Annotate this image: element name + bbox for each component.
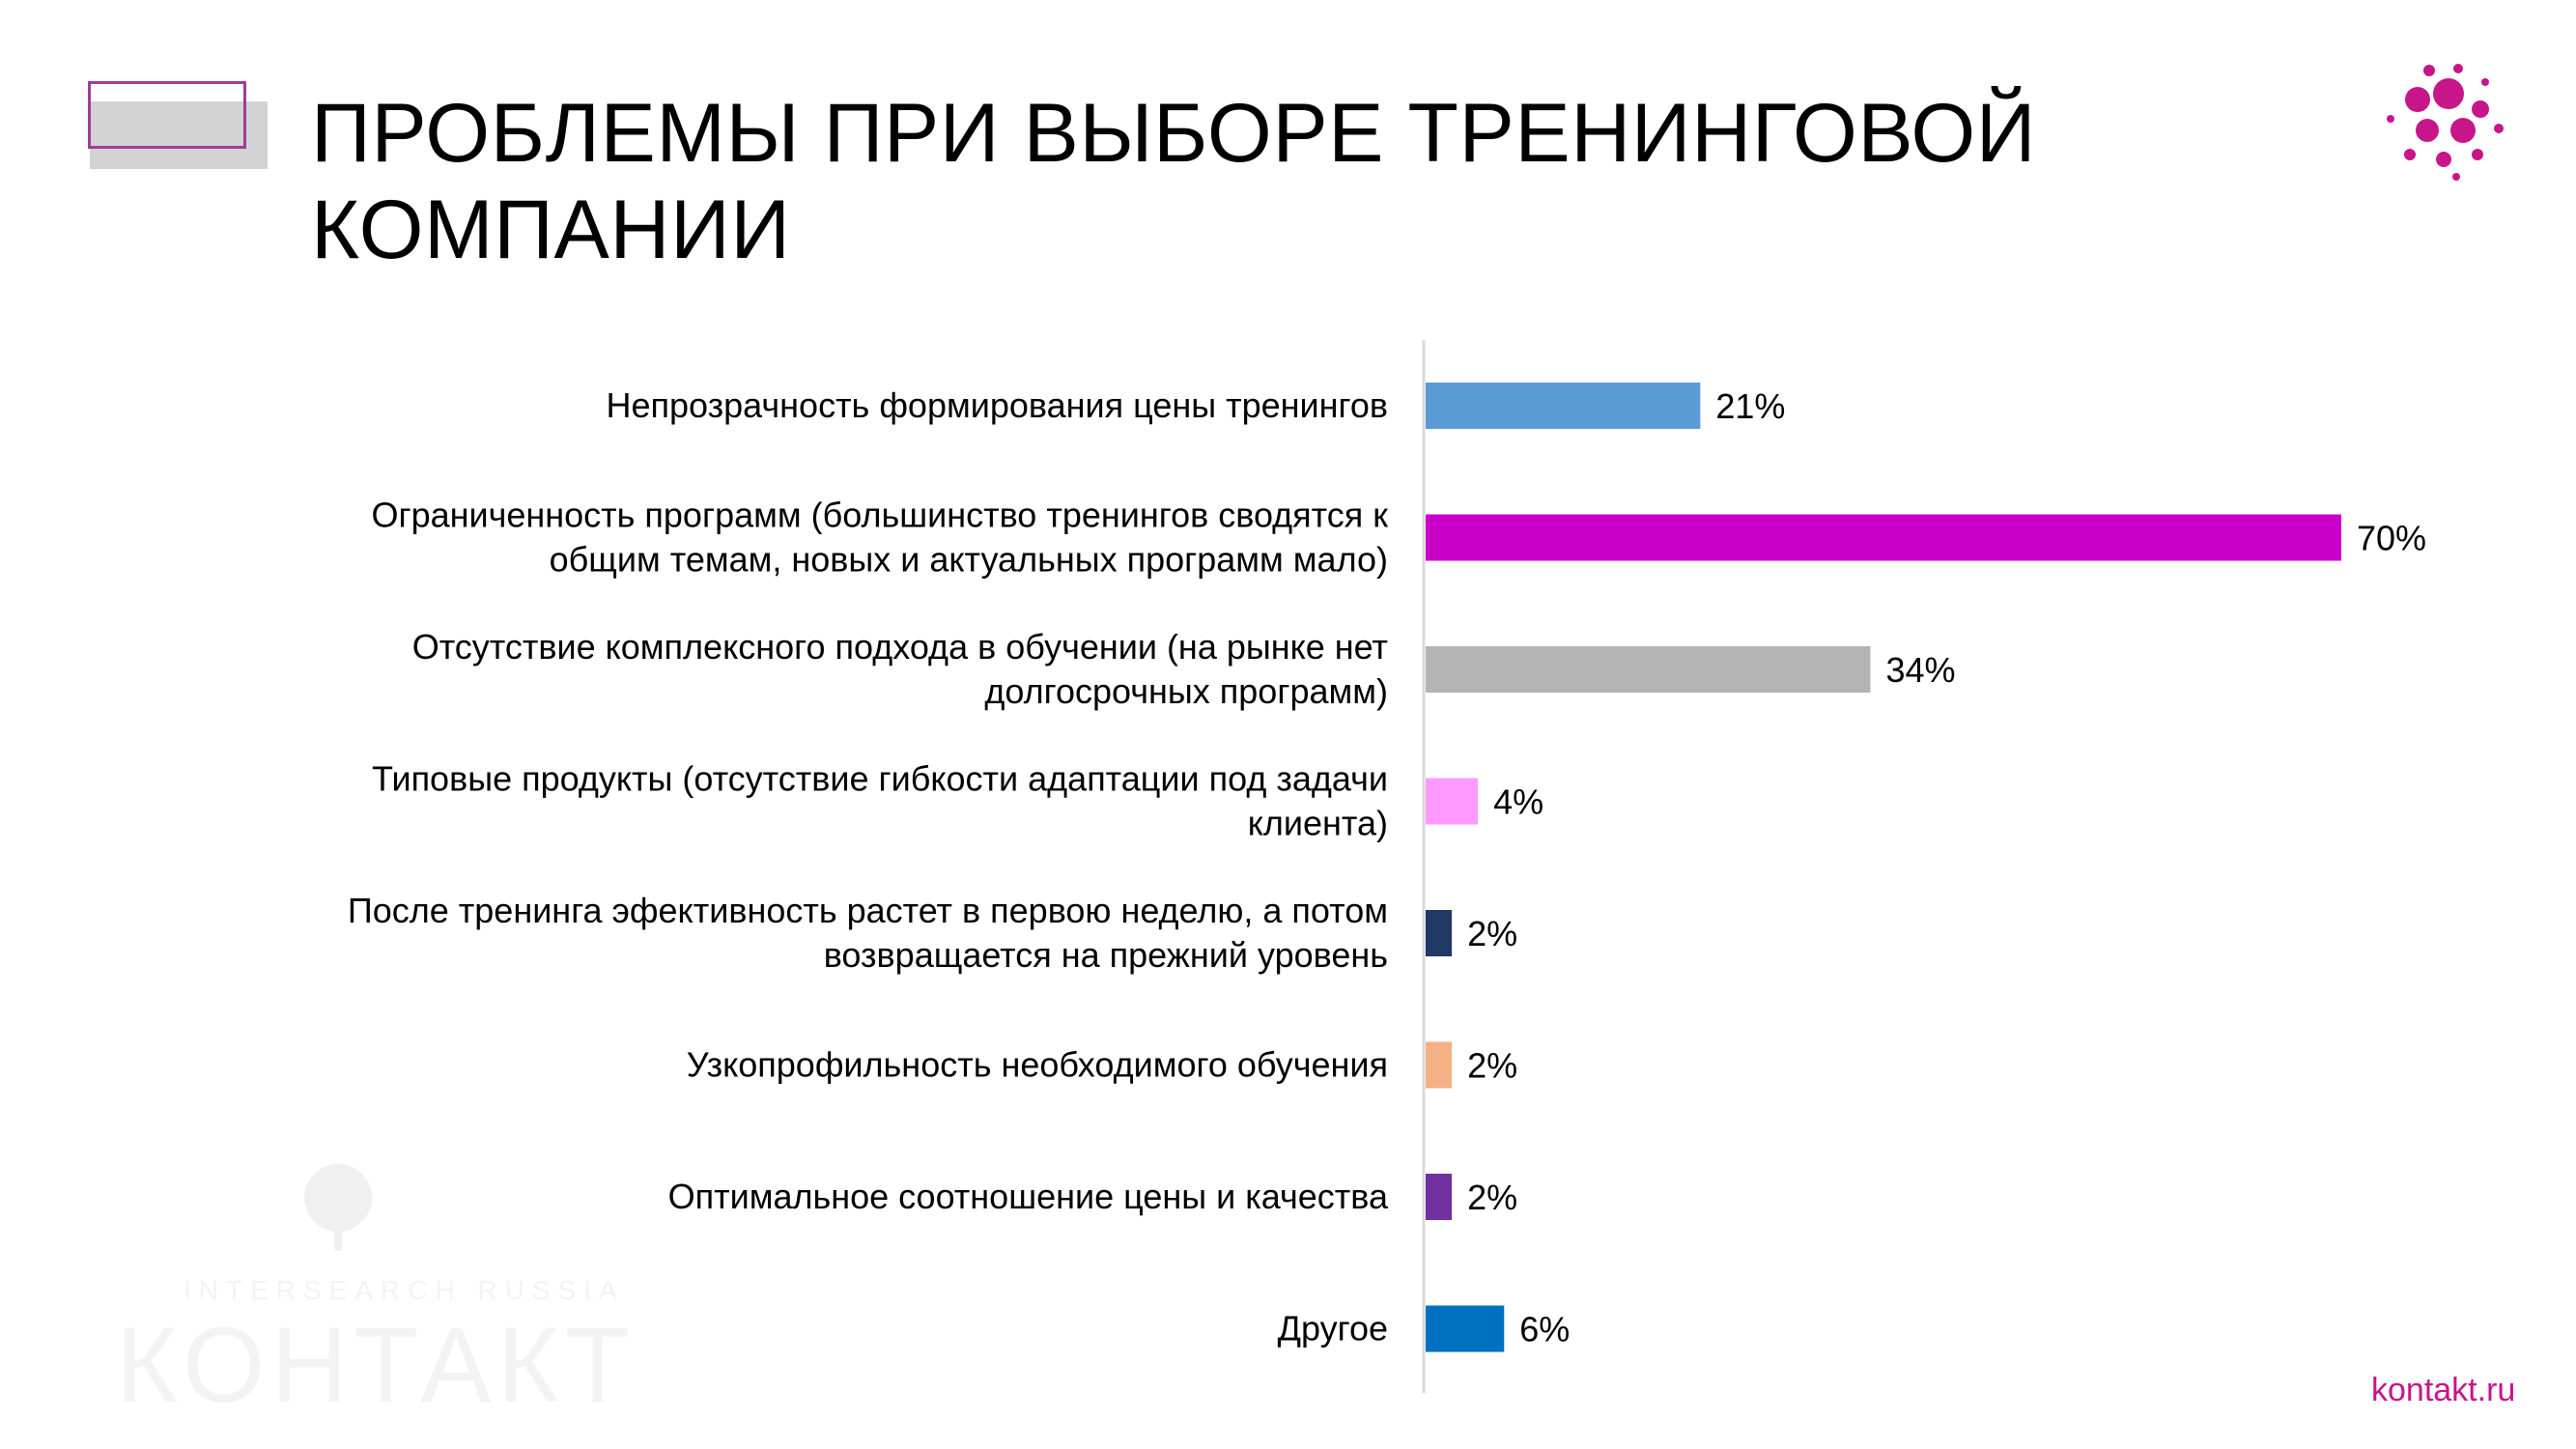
title-decoration-outline: [88, 81, 246, 149]
value-label-8: 6%: [1519, 1310, 1570, 1350]
brand-dots-logo-icon: [2387, 64, 2504, 181]
value-label-4: 4%: [1493, 782, 1543, 822]
bar-4: [1426, 778, 1479, 825]
value-label-3: 34%: [1885, 650, 1955, 690]
value-label-7: 2%: [1467, 1178, 1517, 1217]
watermark-name: КОНТАКТ: [116, 1306, 637, 1425]
category-label-7: Оптимальное соотношение цены и качества: [668, 1177, 1389, 1216]
value-label-6: 2%: [1467, 1046, 1517, 1086]
category-label-5: После тренинга эфективность растет в пер…: [348, 891, 1388, 975]
bar-7: [1426, 1174, 1453, 1220]
bar-8: [1426, 1305, 1505, 1352]
category-label-4: Типовые продукты (отсутствие гибкости ад…: [372, 759, 1388, 843]
title-decoration-gray: [90, 101, 268, 169]
bar-5: [1426, 910, 1453, 956]
bar-2: [1426, 514, 2341, 561]
watermark-tagline: INTERSEARCH RUSSIA: [184, 1275, 625, 1305]
category-label-8: Другое: [1278, 1309, 1388, 1349]
value-label-5: 2%: [1467, 914, 1517, 953]
chart-marks: 21% Непрозрачность формирования цены трен…: [348, 383, 2426, 1352]
slide-title: ПРОБЛЕМЫ ПРИ ВЫБОРЕ ТРЕНИНГОВОЙ КОМПАНИИ: [311, 87, 2037, 276]
bar-3: [1426, 646, 1871, 693]
value-label-1: 21%: [1715, 386, 1785, 426]
category-label-1: Непрозрачность формирования цены тренинг…: [607, 385, 1389, 425]
category-label-6: Узкопрофильность необходимого обучения: [687, 1045, 1388, 1085]
category-label-3: Отсутствие комплексного подхода в обучен…: [412, 627, 1388, 711]
value-label-2: 70%: [2357, 519, 2426, 558]
category-label-2: Ограниченность программ (большинство тре…: [371, 496, 1388, 580]
bar-1: [1426, 383, 1701, 429]
tree-icon: [304, 1164, 372, 1251]
site-link[interactable]: kontakt.ru: [2371, 1372, 2516, 1408]
bar-6: [1426, 1041, 1453, 1089]
company-watermark-logo: INTERSEARCH RUSSIA КОНТАКТ: [116, 1159, 630, 1425]
